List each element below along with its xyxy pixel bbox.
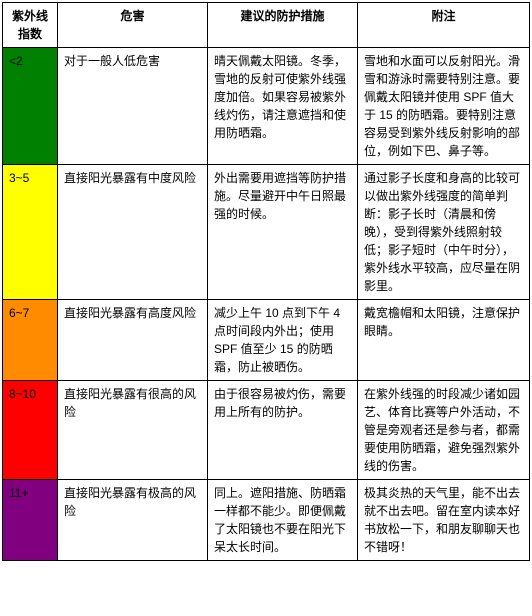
uv-index-table: 紫外线指数 危害 建议的防护措施 附注 <2对于一般人低危害晴天佩戴太阳镜。冬季… <box>2 2 530 561</box>
protection-cell: 外出需要用遮挡等防护措施。尽量避开中午日照最强的时候。 <box>208 165 358 300</box>
table-row: 8~10直接阳光暴露有很高的风险由于很容易被灼伤，需要用上所有的防护。在紫外线强… <box>3 381 530 480</box>
protection-cell: 由于很容易被灼伤，需要用上所有的防护。 <box>208 381 358 480</box>
uv-index-cell: 6~7 <box>3 300 58 381</box>
hazard-cell: 直接阳光暴露有极高的风险 <box>58 480 208 561</box>
hazard-cell: 直接阳光暴露有中度风险 <box>58 165 208 300</box>
header-note: 附注 <box>358 3 530 48</box>
table-row: 3~5直接阳光暴露有中度风险外出需要用遮挡等防护措施。尽量避开中午日照最强的时候… <box>3 165 530 300</box>
header-protection: 建议的防护措施 <box>208 3 358 48</box>
protection-cell: 同上。遮阳措施、防晒霜一样都不能少。即便佩戴了太阳镜也不要在阳光下呆太长时间。 <box>208 480 358 561</box>
header-hazard: 危害 <box>58 3 208 48</box>
header-index: 紫外线指数 <box>3 3 58 48</box>
note-cell: 雪地和水面可以反射阳光。滑雪和游泳时需要特别注意。要佩戴太阳镜并使用 SPF 值… <box>358 48 530 165</box>
protection-cell: 减少上午 10 点到下午 4 点时间段内外出；使用 SPF 值至少 15 的防晒… <box>208 300 358 381</box>
uv-index-cell: 11+ <box>3 480 58 561</box>
hazard-cell: 直接阳光暴露有高度风险 <box>58 300 208 381</box>
uv-index-cell: <2 <box>3 48 58 165</box>
table-row: <2对于一般人低危害晴天佩戴太阳镜。冬季，雪地的反射可使紫外线强度加倍。如果容易… <box>3 48 530 165</box>
protection-cell: 晴天佩戴太阳镜。冬季，雪地的反射可使紫外线强度加倍。如果容易被紫外线灼伤，请注意… <box>208 48 358 165</box>
uv-index-cell: 3~5 <box>3 165 58 300</box>
note-cell: 极其炎热的天气里，能不出去就不出去吧。留在室内读本好书放松一下，和朋友聊聊天也不… <box>358 480 530 561</box>
note-cell: 通过影子长度和身高的比较可以做出紫外线强度的简单判断：影子长时（清晨和傍晚），受… <box>358 165 530 300</box>
uv-index-cell: 8~10 <box>3 381 58 480</box>
hazard-cell: 直接阳光暴露有很高的风险 <box>58 381 208 480</box>
note-cell: 戴宽檐帽和太阳镜，注意保护眼睛。 <box>358 300 530 381</box>
note-cell: 在紫外线强的时段减少诸如园艺、体育比赛等户外活动，不管是旁观者还是参与者，都需要… <box>358 381 530 480</box>
header-row: 紫外线指数 危害 建议的防护措施 附注 <box>3 3 530 48</box>
uv-index-table-container: 紫外线指数 危害 建议的防护措施 附注 <2对于一般人低危害晴天佩戴太阳镜。冬季… <box>0 0 532 563</box>
hazard-cell: 对于一般人低危害 <box>58 48 208 165</box>
table-row: 6~7直接阳光暴露有高度风险减少上午 10 点到下午 4 点时间段内外出；使用 … <box>3 300 530 381</box>
table-row: 11+直接阳光暴露有极高的风险同上。遮阳措施、防晒霜一样都不能少。即便佩戴了太阳… <box>3 480 530 561</box>
